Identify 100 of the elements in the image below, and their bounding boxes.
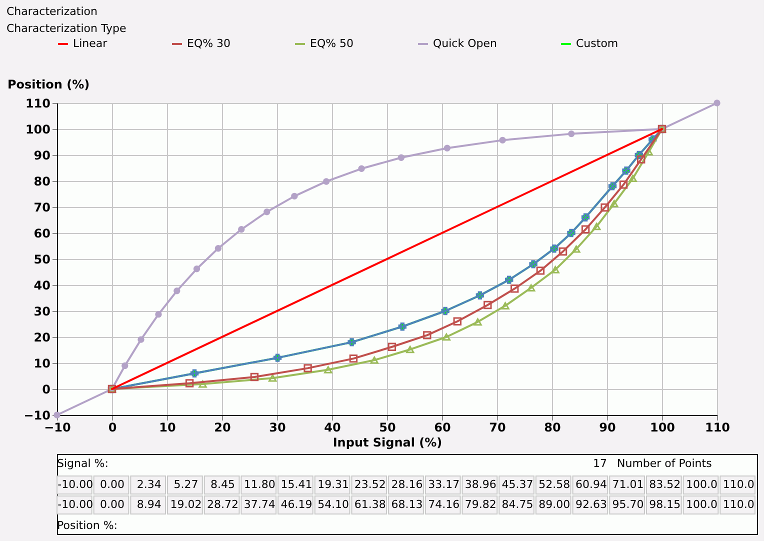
y-tick-label: 80 (34, 174, 50, 188)
point (264, 208, 270, 216)
point (138, 336, 144, 343)
point (551, 266, 560, 274)
point (510, 284, 519, 293)
legend-label: Quick Open (433, 37, 498, 50)
text: 11.80 (244, 478, 276, 491)
y-tick-label: −10 (24, 408, 50, 422)
point (572, 245, 580, 253)
legend-label: EQ% 50 (310, 37, 354, 50)
text: 8.45 (210, 478, 236, 491)
point (423, 331, 432, 340)
point (581, 225, 590, 234)
x-tick-label: 10 (159, 420, 176, 434)
x-tick-label: 60 (434, 420, 451, 434)
text: 8.94 (136, 498, 162, 511)
y-tick-label: 90 (34, 148, 50, 162)
chart-title: Characterization (6, 5, 98, 18)
point (636, 155, 646, 164)
text: 0.00 (100, 478, 125, 491)
point (499, 136, 506, 144)
x-tick-label: 30 (269, 420, 286, 434)
point (193, 266, 200, 272)
text: Number of Points (617, 457, 712, 470)
point (714, 100, 720, 106)
text: 54.10 (318, 498, 350, 511)
text: 28.72 (207, 498, 239, 511)
text: 38.96 (464, 478, 496, 491)
point (444, 144, 451, 152)
text: 61.38 (354, 498, 386, 511)
text: -10.00 (58, 478, 94, 491)
text: 0.00 (100, 498, 125, 511)
text: Position %: (57, 519, 118, 532)
point (644, 148, 653, 156)
y-tick-label: 40 (34, 278, 50, 292)
point (268, 374, 277, 382)
point (198, 380, 207, 388)
text: 68.13 (391, 498, 423, 511)
text: 33.17 (428, 478, 460, 491)
x-tick-label: −10 (44, 420, 71, 434)
point (526, 284, 536, 292)
text: 92.63 (575, 498, 607, 511)
point (398, 154, 405, 161)
text: 45.37 (502, 478, 534, 491)
text: 52.58 (538, 478, 570, 491)
x-tick-label: 110 (704, 420, 730, 434)
text: 19.31 (318, 478, 350, 491)
point (349, 354, 358, 363)
point (322, 178, 330, 185)
text: 100.0 (686, 498, 718, 511)
point (54, 412, 60, 418)
y-tick-label: 10 (34, 356, 50, 370)
text: 28.16 (391, 478, 423, 491)
text: 89.00 (538, 498, 570, 511)
text: 95.70 (612, 498, 644, 511)
text: 2.34 (136, 478, 162, 491)
point (122, 362, 128, 370)
y-tick-label: 0 (42, 382, 50, 396)
x-tick-label: 40 (324, 420, 341, 434)
point (324, 366, 332, 374)
point (155, 310, 162, 318)
legend-label: EQ% 30 (187, 37, 231, 50)
point (174, 288, 180, 294)
text: 19.02 (170, 498, 202, 511)
text: 79.82 (464, 498, 496, 511)
point (484, 300, 492, 310)
legend-label: Linear (73, 37, 108, 50)
chart-subtitle: Characterization Type (6, 22, 126, 35)
point (185, 379, 194, 388)
text: 17 (593, 457, 607, 470)
text: 74.16 (428, 498, 460, 511)
text: 110.0 (722, 498, 754, 511)
point (501, 302, 510, 310)
text: 5.27 (174, 478, 198, 491)
text: 60.94 (575, 478, 607, 491)
x-tick-label: 70 (489, 420, 506, 434)
point (304, 364, 312, 372)
y-tick-label: 20 (34, 330, 50, 344)
point (619, 180, 628, 189)
text: 110.0 (722, 478, 754, 491)
y-tick-label: 70 (34, 200, 50, 214)
text: 46.19 (280, 498, 312, 511)
text: 100.0 (686, 478, 718, 491)
point (453, 317, 462, 326)
y-tick-label: 50 (34, 252, 50, 266)
y-tick-label: 100 (25, 122, 50, 136)
x-tick-label: 0 (108, 420, 117, 434)
y-tick-label: 30 (34, 304, 50, 318)
y-tick-label: 60 (34, 226, 50, 240)
point (214, 244, 222, 252)
x-axis-title: Input Signal (%) (332, 436, 442, 450)
x-tick-label: 50 (379, 420, 396, 434)
point (442, 333, 451, 341)
point (610, 200, 618, 208)
point (536, 266, 545, 275)
x-tick-label: 20 (214, 420, 231, 434)
text: 15.41 (280, 478, 312, 491)
point (628, 174, 637, 182)
y-tick-label: 110 (25, 96, 50, 110)
point (600, 203, 609, 212)
